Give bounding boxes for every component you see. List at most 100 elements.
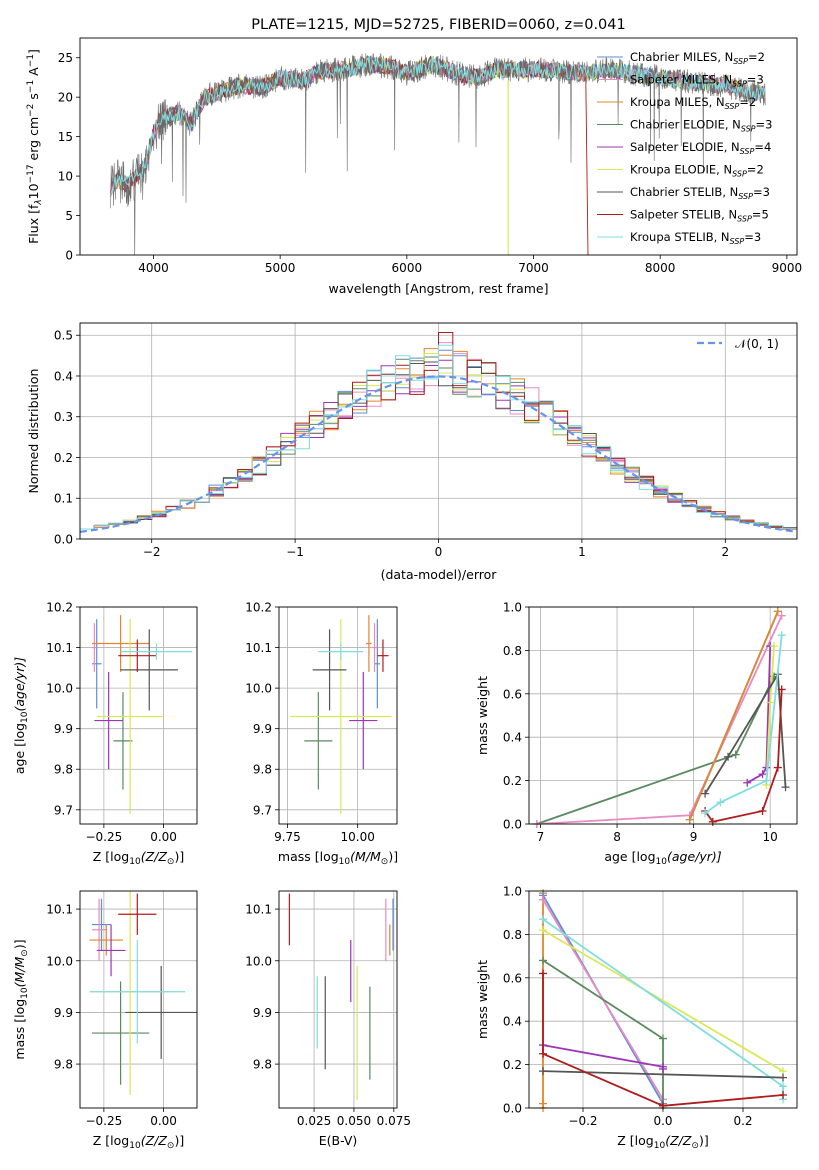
weight-marker [777,611,786,620]
y-tick-label: 10.0 [46,682,73,696]
x-tick-label: 0.2 [733,1114,752,1128]
mass-weight-vs-metallicity-panel: −0.2 0.0 0.2 0.0 0.2 0.4 0.6 0.8 1.0 Z [log10(Z/Z… [475,885,798,1151]
weight-marker [539,1067,547,1076]
label-part: (M/M [12,957,27,988]
weight-marker [724,752,733,761]
legend-entry: 𝒩(0, 1) [735,337,779,351]
label-part: 10 [339,857,351,867]
x-tick-label: 5000 [265,261,296,275]
y-tick-label: 9.9 [54,722,73,736]
weight-marker [777,685,786,694]
label-part: = [747,73,757,87]
label-part: Chabrier ELODIE [630,118,725,132]
weight-line-salpeter-miles [536,615,783,825]
label-part: Kroupa STELIB [630,230,714,244]
label-part: −17 [26,164,36,183]
y-tick-label: 1.0 [503,885,522,899]
label-part: A [26,67,41,80]
y-tick-label: 0.6 [503,971,522,985]
label-part: Kroupa MILES [630,95,709,109]
label-part: = [744,230,754,244]
weight-line-chabrier-elodie [536,676,775,825]
y-tick-label: 10 [58,170,73,184]
panel-plot-area [290,615,392,814]
x-tick-label: 7000 [518,261,549,275]
label-part: 3 [756,73,763,87]
label-part: Chabrier MILES [630,50,717,64]
label-part: (age/yr)] [12,657,27,712]
y-tick-label: 9.9 [54,1006,73,1020]
y-tick-label: 10.2 [46,601,73,615]
axes-frame [278,606,398,825]
x-axis-label: Z [log10(Z/Z⊙)] [617,1133,708,1151]
label-part: )] [388,849,398,864]
y-tick-label: 10.1 [245,641,272,655]
weight-marker [731,750,740,759]
x-tick-label: 4000 [138,261,169,275]
label-part: )] [174,849,184,864]
label-part: 5 [761,208,768,222]
label-part: SSP [738,192,753,201]
label-part: Z [log [93,849,129,864]
label-part: SSP [737,215,752,224]
axes-frame [79,890,198,1109]
weight-marker [539,915,547,924]
label-part: SSP [732,80,747,89]
x-axis-label: age [log10(age/yr)] [604,849,721,867]
x-tick-label: −0.25 [85,1114,122,1128]
x-tick-label: −1 [286,545,304,559]
chart-title: PLATE=1215, MJD=52725, FIBERID=0060, z=0… [251,17,625,33]
y-tick-label: 10.0 [245,954,272,968]
label-part: −2 [26,104,36,117]
histogram-kroupa-stelib [80,344,797,530]
y-tick-label: 10.0 [46,954,73,968]
y-tick-label: 9.7 [54,803,73,817]
weight-marker [766,698,775,707]
weight-line-chabrier-elodie [542,959,664,1108]
label-part: )] [12,939,27,949]
legend-entry: Salpeter STELIB, NSSP=5 [630,208,769,224]
legend-entry: Chabrier ELODIE, NSSP=3 [630,118,772,134]
label-part: age [log [604,849,655,864]
label-part: 2 [756,163,763,177]
label-part: SSP [740,147,755,156]
x-tick-label: 0.050 [337,1114,371,1128]
residuals-plot-area [80,332,797,533]
label-part: s [26,93,41,104]
y-tick-label: 0.3 [54,410,73,424]
label-part: age [log [12,723,27,774]
y-axis-label: mass [log10(M/M⊙)] [12,939,30,1059]
weight-marker [539,895,547,904]
spectrum-panel: 4000 5000 6000 7000 8000 90000510152025PLATE=… [26,17,802,296]
label-part: 10 [20,711,30,723]
y-tick-label: 0.0 [503,818,522,832]
model-line-salpeter-stelib [109,55,589,255]
label-part: 2 [749,95,756,109]
label-part: ] [26,49,41,54]
label-part: ⊙ [381,857,389,867]
y-tick-label: 0.8 [503,644,522,658]
label-part: SSP [741,125,756,134]
label-part: SSP [725,102,740,111]
weight-line-kroupa-stelib [704,635,783,814]
y-tick-label: 20 [58,91,73,105]
label-part: ⊙ [167,1141,175,1151]
label-part: −1 [26,80,36,93]
y-tick-label: 0.4 [503,731,522,745]
label-part: (Z/Z [665,1133,692,1148]
weight-marker [685,815,694,824]
x-tick-label: 2 [721,545,729,559]
label-part: = [752,208,762,222]
x-axis-label: mass [log10(M/M⊙)] [278,849,398,867]
label-part: = [739,95,749,109]
x-tick-label: 0.025 [297,1114,331,1128]
weight-line-salpeter-stelib [542,973,784,1107]
label-part: (Z/Z [141,1133,168,1148]
y-axis-label: Normed distribution [26,369,41,494]
legend-entry: Chabrier STELIB, NSSP=3 [630,185,770,201]
label-part: (M/M [350,849,381,864]
y-tick-label: 9.7 [253,803,272,817]
label-part: , N [714,230,730,244]
label-part: Chabrier STELIB [630,185,722,199]
